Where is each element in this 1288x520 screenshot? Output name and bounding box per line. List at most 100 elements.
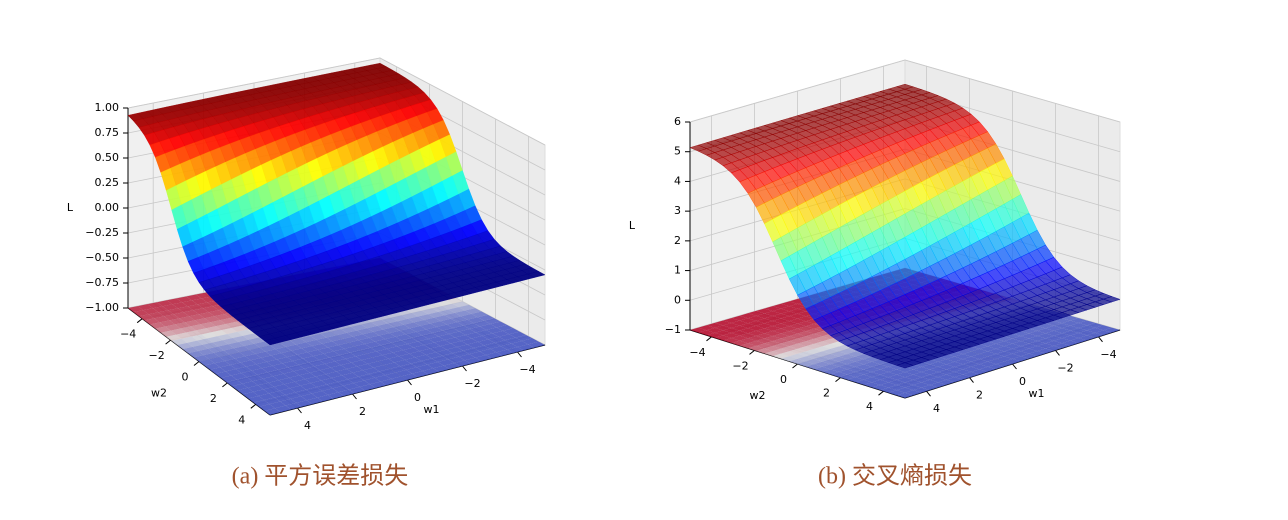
floor-contour [888, 374, 905, 380]
floor-contour [242, 391, 259, 399]
floor-contour [979, 351, 996, 357]
floor-contour [490, 321, 507, 328]
floor-contour [340, 362, 358, 369]
floor-contour [326, 335, 343, 342]
floor-contour [954, 369, 972, 375]
floor-contour [363, 367, 380, 375]
floor-contour [355, 353, 373, 361]
floor-contour [946, 366, 963, 372]
floor-contour [1053, 333, 1071, 339]
floor-contour [268, 380, 285, 387]
floor-contour [971, 359, 988, 365]
floor-contour [419, 348, 437, 355]
panel-a: 1.00 0.75 0.50 0.25 0.00 −0.25 −0.50 −0.75 −1.00… [67, 57, 547, 490]
floor-contour [1004, 343, 1021, 349]
floor-contour [195, 292, 212, 299]
floor-contour [281, 350, 298, 358]
floor-contour [764, 340, 781, 347]
z-tick-label: −1.00 [85, 301, 119, 314]
floor-contour [299, 372, 316, 380]
floor-contour [242, 381, 258, 388]
floor-contour [464, 308, 482, 314]
floor-contour [1045, 330, 1063, 336]
floor-contour [394, 359, 411, 367]
floor-contour [847, 356, 864, 362]
floor-contour [1078, 335, 1096, 341]
floor-contour [225, 321, 242, 328]
floor-contour [210, 320, 226, 327]
floor-contour [1086, 322, 1104, 328]
z-tick-label: −1 [665, 323, 681, 336]
floor-contour [987, 348, 1005, 354]
floor-contour [208, 346, 224, 353]
floor-contour [421, 308, 439, 315]
floor-contour [344, 346, 361, 353]
floor-contour [399, 328, 416, 335]
floor-contour [284, 381, 301, 389]
floor-contour [291, 348, 308, 355]
floor-contour [764, 306, 781, 312]
floor-contour [995, 346, 1013, 352]
floor-contour [921, 374, 939, 380]
floor-contour [228, 342, 245, 349]
floor-contour [1095, 330, 1112, 336]
floor-contour [962, 356, 980, 362]
floor-contour [340, 326, 357, 333]
floor-contour [385, 336, 402, 343]
floor-contour [863, 366, 881, 373]
floor-contour [217, 334, 233, 341]
floor-contour [706, 322, 724, 328]
floor-contour [422, 332, 439, 339]
floor-contour [427, 362, 444, 369]
floor-contour [498, 334, 516, 341]
floor-contour [995, 341, 1013, 347]
floor-contour [780, 351, 798, 357]
floor-contour [431, 355, 449, 363]
floor-contour [368, 371, 386, 378]
floor-contour [805, 343, 823, 349]
floor-contour [863, 361, 881, 367]
floor-contour [1070, 328, 1087, 334]
floor-contour [896, 392, 914, 398]
floor-contour [747, 345, 765, 351]
floor-contour [979, 341, 996, 347]
floor-contour [364, 341, 381, 348]
floor-contour [714, 335, 732, 341]
floor-contour [446, 322, 464, 329]
floor-contour [913, 372, 930, 378]
floor-contour [426, 327, 443, 333]
floor-contour [706, 332, 724, 338]
floor-contour [444, 312, 462, 319]
floor-contour [1020, 348, 1038, 354]
x-tick [462, 365, 467, 372]
floor-contour [772, 313, 790, 319]
floor-contour [308, 359, 325, 367]
floor-contour [199, 359, 215, 366]
floor-contour [822, 348, 839, 354]
floor-contour [838, 374, 856, 380]
floor-contour [369, 381, 387, 389]
floor-contour [440, 343, 457, 350]
floor-contour [1078, 330, 1096, 336]
floor-contour [971, 354, 988, 360]
floor-contour [430, 321, 447, 328]
floor-contour [1029, 335, 1046, 341]
floor-contour [756, 338, 773, 344]
floor-contour [789, 308, 806, 314]
floor-contour [349, 350, 367, 357]
floor-contour [176, 332, 192, 339]
floor-contour [235, 366, 252, 374]
floor-contour [888, 390, 905, 396]
floor-contour [233, 345, 250, 353]
floor-contour [397, 318, 414, 325]
floor-contour [871, 359, 889, 365]
floor-contour [434, 340, 451, 347]
x-tick-label: 2 [976, 389, 983, 402]
floor-contour [1012, 346, 1030, 352]
floor-contour [168, 308, 184, 315]
floor-contour [477, 314, 495, 321]
floor-contour [731, 315, 748, 321]
floor-contour [380, 342, 398, 349]
floor-contour [855, 379, 872, 385]
floor-contour [448, 356, 465, 363]
